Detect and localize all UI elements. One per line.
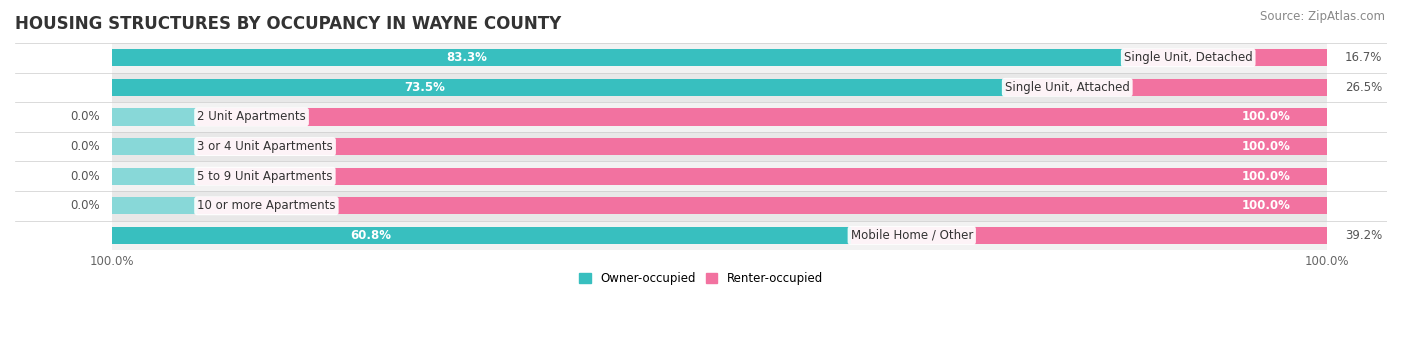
Text: 16.7%: 16.7% [1346,51,1382,64]
Bar [112,227,851,244]
Text: 5 to 9 Unit Apartments: 5 to 9 Unit Apartments [197,170,333,183]
Text: 0.0%: 0.0% [70,140,100,153]
Text: 100.0%: 100.0% [1241,140,1291,153]
Text: 100.0%: 100.0% [1241,170,1291,183]
Bar [112,191,1327,221]
Text: Source: ZipAtlas.com: Source: ZipAtlas.com [1260,10,1385,23]
Text: Single Unit, Detached: Single Unit, Detached [1123,51,1253,64]
Bar [851,227,1327,244]
Text: Single Unit, Attached: Single Unit, Attached [1005,81,1129,94]
Bar [197,138,1327,155]
Text: 100.0%: 100.0% [1241,199,1291,212]
Text: 73.5%: 73.5% [404,81,446,94]
Legend: Owner-occupied, Renter-occupied: Owner-occupied, Renter-occupied [575,268,828,290]
Bar [112,43,1327,73]
Text: 10 or more Apartments: 10 or more Apartments [197,199,336,212]
Text: HOUSING STRUCTURES BY OCCUPANCY IN WAYNE COUNTY: HOUSING STRUCTURES BY OCCUPANCY IN WAYNE… [15,15,561,33]
Bar [112,138,197,155]
Text: 26.5%: 26.5% [1346,81,1382,94]
Bar [112,79,1005,96]
Bar [112,168,197,185]
Bar [112,73,1327,102]
Bar [197,108,1327,125]
Text: 2 Unit Apartments: 2 Unit Apartments [197,110,307,123]
Bar [112,102,1327,132]
Text: 83.3%: 83.3% [446,51,486,64]
Bar [112,49,1123,66]
Bar [112,132,1327,161]
Text: Mobile Home / Other: Mobile Home / Other [851,229,973,242]
Bar [112,221,1327,250]
Text: 0.0%: 0.0% [70,170,100,183]
Text: 100.0%: 100.0% [1241,110,1291,123]
Bar [1005,79,1327,96]
Text: 39.2%: 39.2% [1346,229,1382,242]
Bar [112,108,197,125]
Bar [112,197,197,214]
Bar [197,197,1327,214]
Text: 60.8%: 60.8% [350,229,391,242]
Bar [112,161,1327,191]
Text: 0.0%: 0.0% [70,199,100,212]
Bar [197,168,1327,185]
Text: 3 or 4 Unit Apartments: 3 or 4 Unit Apartments [197,140,333,153]
Text: 0.0%: 0.0% [70,110,100,123]
Bar [1123,49,1327,66]
